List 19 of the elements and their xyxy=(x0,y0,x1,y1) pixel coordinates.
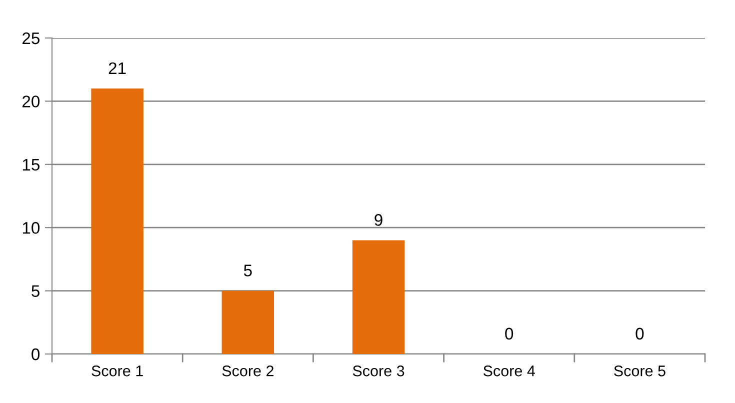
x-tick-label: Score 2 xyxy=(222,366,274,376)
y-tick-label: 15 xyxy=(22,158,40,171)
data-label: 5 xyxy=(244,264,252,276)
data-label: 0 xyxy=(505,328,514,340)
y-tick-label: 20 xyxy=(22,96,40,108)
y-tick-label: 25 xyxy=(22,32,40,44)
y-tick-label: 5 xyxy=(32,285,40,298)
bar xyxy=(352,240,405,354)
x-tick-label: Score 4 xyxy=(483,366,535,376)
bar xyxy=(222,290,274,354)
data-label: 21 xyxy=(108,62,126,74)
data-label: 0 xyxy=(636,328,644,340)
y-tick-label: 10 xyxy=(22,222,40,234)
y-tick-label: 0 xyxy=(32,348,40,360)
x-tick-label: Score 3 xyxy=(352,366,404,376)
data-label: 9 xyxy=(374,214,382,226)
x-tick-label: Score 5 xyxy=(614,366,666,376)
x-tick-label: Score 1 xyxy=(92,366,143,376)
bar xyxy=(91,88,144,354)
